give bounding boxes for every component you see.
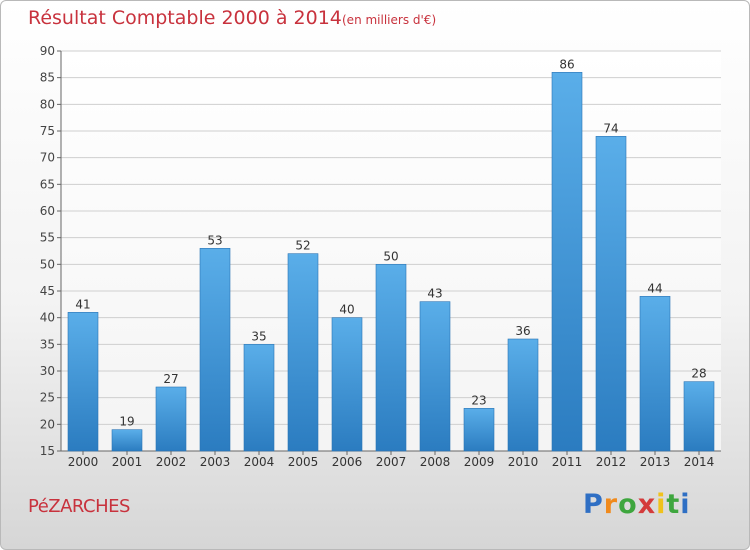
bar-2002 — [155, 386, 187, 452]
bar-2005 — [287, 253, 319, 452]
bar-2009 — [463, 408, 495, 452]
y-tick-label: 25 — [40, 391, 55, 405]
value-label-2012: 74 — [603, 121, 618, 135]
value-label-2005: 52 — [295, 239, 310, 253]
bar-2011 — [551, 72, 583, 452]
bar-2004 — [243, 344, 275, 452]
y-tick-label: 75 — [40, 124, 55, 138]
value-label-2002: 27 — [163, 372, 178, 386]
value-label-2013: 44 — [647, 281, 662, 295]
x-tick-label-2012: 2012 — [596, 455, 627, 469]
bar-2000 — [67, 312, 99, 452]
logo-letter: r — [603, 489, 619, 520]
bar-2006 — [331, 317, 363, 452]
value-label-2008: 43 — [427, 287, 442, 301]
bar-2003 — [199, 248, 231, 452]
y-tick-label: 80 — [40, 97, 55, 111]
bar-2007 — [375, 264, 407, 452]
logo-letter: t — [666, 489, 681, 520]
x-tick-label-2009: 2009 — [464, 455, 495, 469]
logo-letter: o — [618, 489, 638, 520]
x-tick-label-2004: 2004 — [244, 455, 275, 469]
y-tick-label: 45 — [40, 284, 55, 298]
value-label-2014: 28 — [691, 367, 706, 381]
bar-2001 — [111, 429, 143, 452]
x-tick-label-2000: 2000 — [68, 455, 99, 469]
y-tick-label: 50 — [40, 257, 55, 271]
bar-2008 — [419, 301, 451, 452]
y-tick-label: 55 — [40, 231, 55, 245]
value-label-2006: 40 — [339, 303, 354, 317]
bar-2014 — [683, 381, 715, 452]
x-tick-label-2014: 2014 — [684, 455, 715, 469]
y-tick-label: 65 — [40, 177, 55, 191]
logo-letter: x — [637, 489, 657, 520]
x-tick-label-2002: 2002 — [156, 455, 187, 469]
x-tick-label-2008: 2008 — [420, 455, 451, 469]
chart-title: Résultat Comptable 2000 à 2014 — [28, 7, 342, 29]
y-tick-label: 60 — [40, 204, 55, 218]
y-tick-label: 30 — [40, 364, 55, 378]
x-tick-label-2005: 2005 — [288, 455, 319, 469]
y-tick-label: 35 — [40, 337, 55, 351]
value-label-2001: 19 — [119, 415, 134, 429]
bar-2010 — [507, 338, 539, 452]
value-label-2000: 41 — [75, 297, 90, 311]
value-label-2010: 36 — [515, 324, 530, 338]
x-tick-label-2001: 2001 — [112, 455, 143, 469]
value-label-2004: 35 — [251, 329, 266, 343]
commune-name: PéZARCHES — [28, 496, 130, 517]
value-label-2011: 86 — [559, 57, 574, 71]
x-tick-label-2003: 2003 — [200, 455, 231, 469]
bar-2012 — [595, 136, 627, 452]
x-tick-label-2013: 2013 — [640, 455, 671, 469]
bar-2013 — [639, 296, 671, 452]
y-tick-label: 90 — [40, 44, 55, 58]
logo-letter: P — [583, 489, 604, 520]
value-label-2003: 53 — [207, 233, 222, 247]
proxiti-logo: Proxiti — [583, 489, 691, 520]
y-tick-label: 15 — [40, 444, 55, 458]
logo-letter: i — [656, 489, 667, 520]
value-label-2009: 23 — [471, 393, 486, 407]
x-tick-label-2007: 2007 — [376, 455, 407, 469]
x-tick-label-2006: 2006 — [332, 455, 363, 469]
logo-letter: i — [680, 489, 691, 520]
y-tick-label: 70 — [40, 151, 55, 165]
y-tick-label: 40 — [40, 311, 55, 325]
x-tick-label-2011: 2011 — [552, 455, 583, 469]
value-label-2007: 50 — [383, 249, 398, 263]
chart-subtitle: (en milliers d'€) — [342, 13, 437, 27]
x-tick-label-2010: 2010 — [508, 455, 539, 469]
y-tick-label: 20 — [40, 417, 55, 431]
y-tick-label: 85 — [40, 71, 55, 85]
